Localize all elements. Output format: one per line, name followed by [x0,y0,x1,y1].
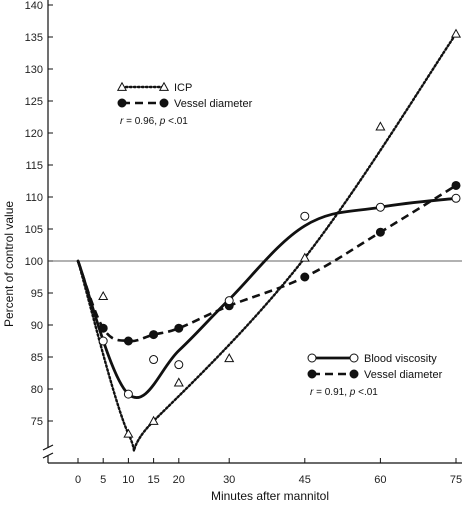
axis-break-mark [42,444,54,451]
y-tick-label: 90 [31,320,43,332]
y-tick-label: 105 [25,224,43,236]
x-tick-label: 60 [374,474,386,486]
stat-p-value: <.01 [165,116,188,127]
x-tick-label: 30 [223,474,235,486]
stat-r-value: = 0.91, [313,387,349,398]
stat-r-value: = 0.96, [123,116,159,127]
blood-viscosity-line [76,196,458,399]
y-tick-label: 120 [25,128,43,140]
icp-point [123,428,134,438]
y-tick-label: 85 [31,352,43,364]
icp-point [148,415,159,425]
vessel-diameter-line [76,184,457,343]
legend-statistics: r = 0.96, p <.01 [120,116,188,127]
legend-blood-viscosity-label: Blood viscosity [364,353,437,365]
legend-top-left: ICP Vessel diameter r = 0.96, p <.01 [116,81,253,127]
axes: 75 80 85 90 95 100 105 110 115 120 125 130 135 140 0 5 1… [25,0,462,486]
legend-vessel-diameter-label: Vessel diameter [364,369,443,381]
legend-vessel-diameter-label: Vessel diameter [174,98,253,110]
blood-viscosity-point [451,193,461,203]
x-tick-label: 15 [147,474,159,486]
axis-break-mark [42,452,54,459]
icp-point [224,353,235,363]
icp-point [450,28,462,38]
vessel-diameter-point [123,336,133,346]
y-tick-label: 110 [25,192,43,204]
x-tick-label: 10 [122,474,134,486]
y-tick-label: 95 [31,288,43,300]
legend-bottom-right: Blood viscosity Vessel diameter r = 0.91, … [307,353,443,398]
icp-point [173,377,184,387]
stat-r: r [120,116,124,127]
x-tick-label: 20 [173,474,185,486]
series-layer [76,28,462,453]
series-icp [76,28,462,453]
blood-viscosity-point [300,211,310,221]
y-tick-label: 130 [25,64,43,76]
legend-icp-label: ICP [174,82,192,94]
x-tick-label: 75 [450,474,462,486]
vessel-diameter-point [300,272,310,282]
legend-vessel-diameter-marker [117,98,127,108]
y-tick-label: 135 [25,32,43,44]
vessel-diameter-point [451,180,461,190]
stat-p-value: <.01 [355,387,378,398]
legend-statistics: r = 0.91, p <.01 [310,387,378,398]
x-axis-title: Minutes after mannitol [211,489,329,503]
vessel-diameter-point [375,227,385,237]
legend-vessel-diameter-marker [307,369,317,379]
legend-icp-marker [158,81,170,91]
blood-viscosity-point [98,336,108,346]
x-tick-label: 45 [299,474,311,486]
blood-viscosity-point [224,296,234,306]
blood-viscosity-point [174,360,184,370]
icp-point [375,121,386,131]
legend-vessel-diameter-marker [159,98,169,108]
stat-p: p [349,387,356,398]
legend-blood-viscosity-marker [307,353,317,363]
stat-p: p [159,116,166,127]
blood-viscosity-point [149,355,159,365]
series-vessel-diameter [76,180,461,346]
vessel-diameter-point [174,323,184,333]
blood-viscosity-point [123,389,133,399]
y-tick-label: 80 [31,384,43,396]
legend-icp-marker [116,81,128,91]
icp-point [299,252,310,262]
y-tick-label: 115 [25,160,43,172]
legend-blood-viscosity-marker [349,353,359,363]
series-blood-viscosity [76,193,461,399]
legend-vessel-diameter-marker [349,369,359,379]
y-axis-title: Percent of control value [2,201,16,327]
icp-point [98,290,109,301]
vessel-diameter-point [149,330,159,340]
blood-viscosity-point [375,202,385,212]
y-tick-label: 125 [25,96,43,108]
y-tick-label: 75 [31,416,43,428]
y-tick-label: 100 [25,256,43,268]
x-tick-label: 0 [75,474,81,486]
stat-r: r [310,387,314,398]
icp-line [76,32,458,453]
y-tick-label: 140 [25,0,43,12]
x-tick-label: 5 [100,474,106,486]
